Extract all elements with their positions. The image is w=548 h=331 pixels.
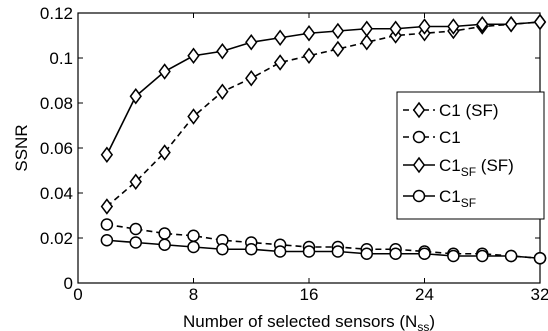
data-point [418,18,431,35]
legend-label: C1 [439,128,461,147]
series-1 [100,13,547,215]
x-axis-label: Number of selected sensors (Nss) [183,312,435,331]
data-point [158,63,171,80]
data-point [187,240,200,254]
plot-series [100,13,547,265]
series-4 [100,234,547,265]
x-tick-label: 24 [415,285,434,304]
x-tick-label: 8 [189,285,198,304]
data-point [158,144,171,161]
series-line [106,239,541,260]
data-point [273,54,287,71]
legend-entry: C1 (SF) [403,101,499,120]
series-line [106,223,541,260]
data-point [302,25,316,42]
data-point [331,40,345,58]
data-point [216,83,229,100]
y-tick-label: 0.06 [40,139,73,158]
data-point [331,22,345,40]
data-point [187,47,200,64]
series-3 [100,13,547,163]
data-point [129,88,142,105]
data-point [533,13,547,31]
data-point [245,34,258,51]
series-line [106,21,541,156]
data-point [100,234,114,247]
data-point [216,43,229,60]
legend-label: C1SF (SF) [439,156,514,179]
series-line [106,21,541,208]
data-point [360,20,373,37]
legend-marker [412,101,426,119]
legend-marker [412,156,426,174]
data-point [302,245,316,258]
data-point [389,20,402,37]
data-point [245,243,258,256]
data-point [447,18,460,35]
data-point [504,16,518,33]
data-point [187,229,200,242]
x-tick-label: 16 [300,285,319,304]
y-tick-label: 0.04 [40,184,73,203]
data-point [216,243,229,256]
data-point [447,249,460,263]
data-point [100,218,114,231]
data-point [418,247,431,260]
data-point [476,249,489,263]
data-point [273,29,287,46]
y-tick-label: 0 [64,274,73,293]
data-point [100,146,114,163]
data-point [245,70,258,87]
y-tick-label: 0.12 [40,4,73,23]
data-point [129,236,142,249]
data-point [100,198,114,215]
data-point [504,249,518,263]
legend-label: C1SF [439,187,476,210]
data-point [331,245,345,258]
legend-marker [412,189,426,203]
data-point [533,252,547,265]
y-tick-label: 0.08 [40,94,73,113]
data-point [302,47,316,64]
y-axis-label: SSNR [12,124,31,171]
data-point [187,108,200,125]
data-point [360,247,373,260]
legend-entry: C1 [403,128,461,147]
legend-label: C1 (SF) [439,101,499,120]
legend-marker [412,130,426,144]
data-point [389,247,402,260]
data-point [129,222,142,236]
data-point [360,34,373,51]
y-tick-label: 0.1 [49,49,73,68]
axis-labels: 0 8 16 24 32 0 0.02 0.04 0.06 0.08 0.1 0.12 Number o… [12,4,548,331]
data-point [273,245,287,258]
legend-entry: C1SF [403,187,476,210]
data-point [158,227,171,240]
data-point [129,173,142,190]
legend-entry: C1SF (SF) [403,156,514,179]
x-tick-label: 0 [73,285,82,304]
data-point [476,16,489,33]
x-tick-label: 32 [531,285,548,304]
y-tick-label: 0.02 [40,229,73,248]
legend: C1 (SF) C1 C1SF (SF) C1SF [396,91,545,220]
data-point [158,238,171,251]
